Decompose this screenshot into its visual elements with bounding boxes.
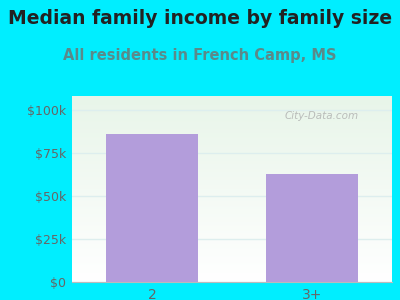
Text: Median family income by family size: Median family income by family size xyxy=(8,9,392,28)
Text: City-Data.com: City-Data.com xyxy=(284,111,359,121)
Bar xyxy=(106,134,198,282)
Text: All residents in French Camp, MS: All residents in French Camp, MS xyxy=(63,48,337,63)
Bar xyxy=(266,173,358,282)
